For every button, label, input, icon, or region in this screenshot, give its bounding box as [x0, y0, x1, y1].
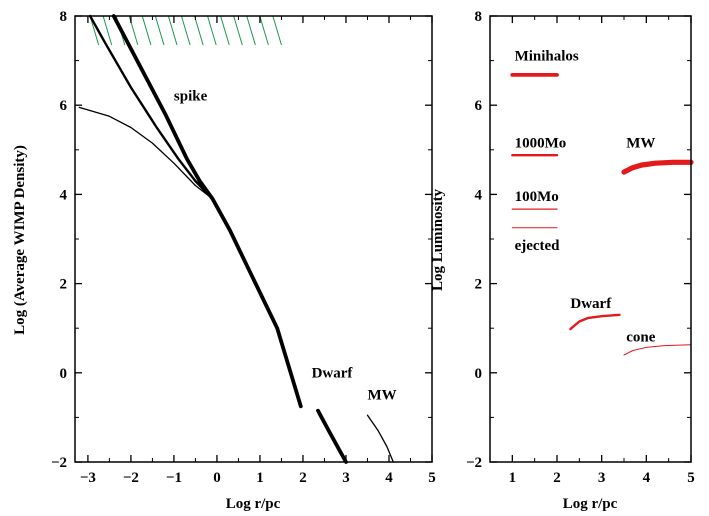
series-line — [623, 344, 692, 356]
right-series-labels: Minihalos 1000Mo 100Mo ejected MW Dwarf cone — [515, 49, 656, 346]
y-tick-label: 0 — [475, 366, 483, 382]
annotation: MW — [367, 388, 396, 404]
x-tick-label: 3 — [342, 470, 350, 486]
series-line — [366, 414, 394, 463]
hatch-line — [233, 15, 243, 46]
hatch-line — [259, 15, 269, 46]
y-tick-label: 2 — [60, 277, 68, 293]
hatch-line — [167, 15, 178, 46]
hatch-line — [194, 15, 204, 46]
x-tick-label: 1 — [509, 470, 517, 486]
hatch-line — [246, 15, 256, 46]
right-y-axis-label: Log Luminosity — [430, 188, 446, 291]
right-ticks: 1 2 3 4 5 −2 0 2 4 6 8 — [466, 9, 695, 486]
x-tick-label: 5 — [428, 470, 436, 486]
series-line — [621, 159, 694, 175]
series-label: Minihalos — [515, 49, 579, 65]
hatch-line — [102, 15, 113, 46]
series-label: MW — [626, 136, 655, 152]
y-tick-label: 4 — [60, 187, 68, 203]
y-tick-label: 6 — [60, 98, 68, 114]
left-annotations: spike Dwarf MW — [174, 89, 397, 404]
x-tick-label: 2 — [553, 470, 561, 486]
series-label: 1000Mo — [515, 136, 567, 152]
annotation: Dwarf — [312, 365, 354, 381]
hatch-line — [141, 15, 152, 46]
left-panel: −3 −2 −1 0 1 2 3 4 5 −2 0 2 4 6 8 spike Dwarf MW Log r/p… — [12, 9, 436, 512]
y-tick-label: 2 — [475, 277, 483, 293]
x-tick-label: −1 — [166, 470, 182, 486]
series-label: ejected — [515, 238, 561, 254]
left-y-axis-label: Log (Average WIMP Density) — [12, 145, 28, 335]
x-tick-label: 2 — [299, 470, 307, 486]
left-x-axis-label: Log r/pc — [226, 496, 281, 512]
hatch-line — [220, 15, 230, 46]
hatch-line — [154, 15, 165, 46]
x-tick-label: −3 — [80, 470, 96, 486]
y-tick-label: 8 — [475, 9, 483, 25]
left-ticks: −3 −2 −1 0 1 2 3 4 5 −2 0 2 4 6 8 — [51, 9, 436, 486]
annotation: spike — [174, 89, 208, 105]
series-line — [78, 106, 214, 200]
y-tick-label: 4 — [475, 187, 483, 203]
y-tick-label: 6 — [475, 98, 483, 114]
hatch-line — [207, 15, 217, 46]
series-label: cone — [626, 330, 656, 346]
x-tick-label: 3 — [598, 470, 606, 486]
x-tick-label: 0 — [213, 470, 221, 486]
x-tick-label: 1 — [256, 470, 264, 486]
series-label: 100Mo — [515, 189, 559, 205]
y-tick-label: 8 — [60, 9, 68, 25]
right-panel: 1 2 3 4 5 −2 0 2 4 6 8 Minihalos 1000Mo 100Mo ejected… — [430, 9, 695, 512]
hatch-line — [180, 15, 191, 46]
right-x-axis-label: Log r/pc — [563, 496, 618, 512]
density-curves — [78, 14, 394, 464]
luminosity-curves — [510, 73, 694, 356]
series-line — [569, 313, 621, 331]
series-line — [111, 14, 303, 409]
x-tick-label: 5 — [687, 470, 695, 486]
series-line — [316, 408, 348, 464]
hatch-line — [272, 15, 282, 46]
series-line — [88, 14, 214, 201]
x-tick-label: 4 — [385, 470, 393, 486]
hatch-region — [89, 15, 282, 46]
y-tick-label: 0 — [60, 366, 68, 382]
x-tick-label: −2 — [123, 470, 139, 486]
y-tick-label: −2 — [51, 455, 67, 471]
x-tick-label: 4 — [643, 470, 651, 486]
y-tick-label: −2 — [466, 455, 482, 471]
series-label: Dwarf — [570, 296, 612, 312]
